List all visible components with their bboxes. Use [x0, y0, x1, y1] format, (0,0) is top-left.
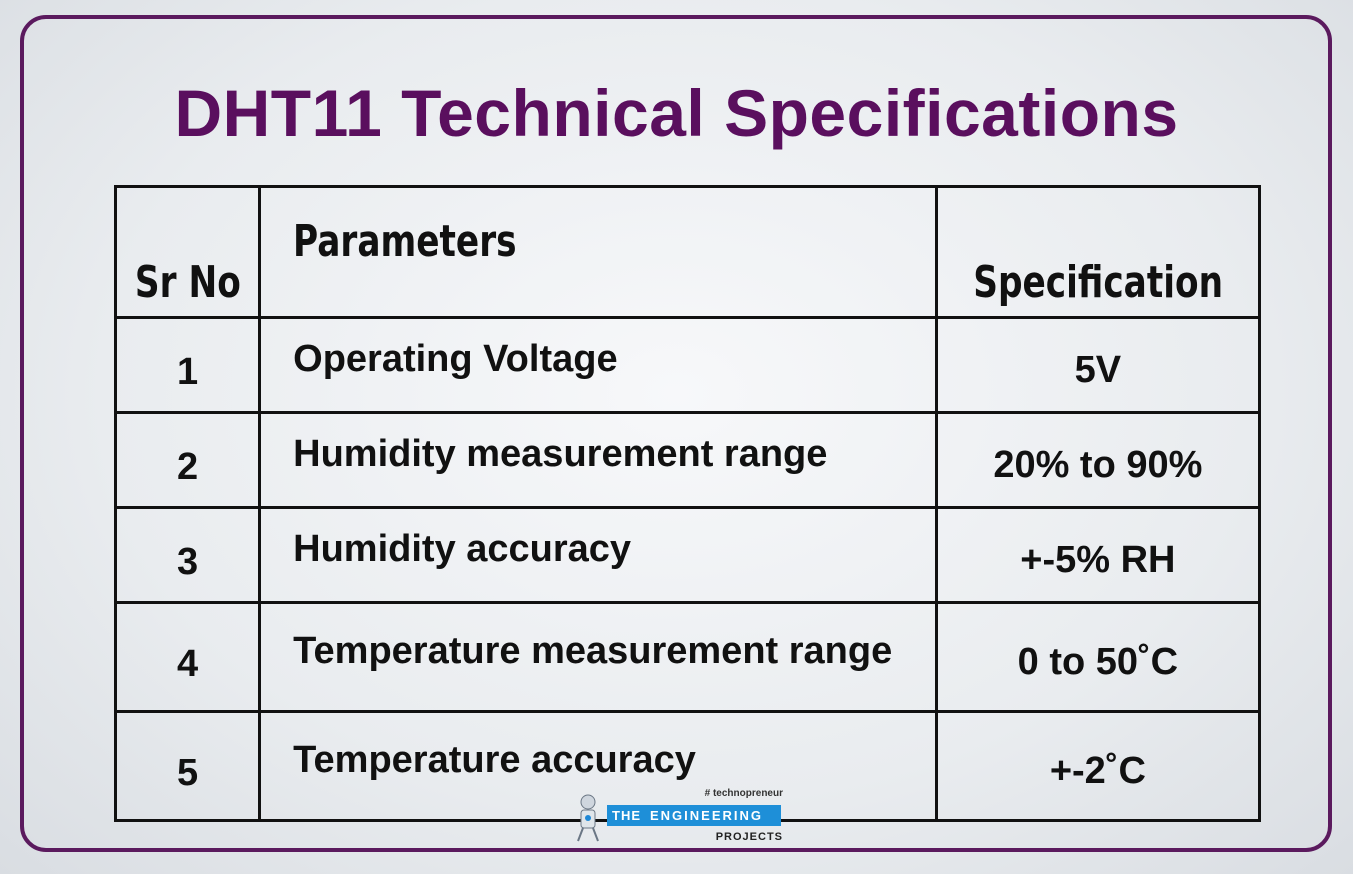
table-cell: Operating Voltage: [258, 316, 938, 414]
table-row: 1 Operating Voltage 5V: [113, 316, 1262, 414]
spec-table: Sr No Parameters Specification 1 Operatin…: [113, 185, 1262, 822]
header-text: Sr No: [134, 257, 241, 308]
table-row: 2 Humidity measurement range 20% to 90%: [113, 411, 1262, 509]
table-cell: +-2˚C: [934, 710, 1262, 822]
table-cell: Humidity accuracy: [258, 506, 938, 604]
header-cell: Parameters: [258, 185, 938, 319]
table-cell: +-5% RH: [934, 506, 1262, 604]
table-cell: Temperature accuracy: [258, 710, 938, 822]
logo-second: ENGINEERING: [650, 808, 763, 823]
table-cell: 20% to 90%: [934, 411, 1262, 509]
table-row: 5 Temperature accuracy +-2˚C: [113, 710, 1262, 822]
table-cell: 3: [113, 506, 262, 604]
header-cell: Sr No: [113, 185, 262, 319]
table-cell: Humidity measurement range: [258, 411, 938, 509]
title: DHT11 Technical Specifications: [174, 76, 1179, 150]
table-row: 3 Humidity accuracy +-5% RH: [113, 506, 1262, 604]
logo-first: THE: [612, 808, 641, 823]
table-cell: 5V: [934, 316, 1262, 414]
header-cell: Specification: [934, 185, 1262, 319]
robot-icon: [577, 794, 599, 842]
frame: [20, 15, 1332, 852]
table-cell: Temperature measurement range: [258, 601, 938, 713]
table-cell: 0 to 50˚C: [934, 601, 1262, 713]
logo-band: [607, 805, 781, 826]
table-cell: 1: [113, 316, 262, 414]
header-text: Parameters: [293, 216, 517, 267]
table-cell: 4: [113, 601, 262, 713]
logo-tagline: # technopreneur: [705, 788, 783, 799]
logo-third: PROJECTS: [716, 831, 783, 843]
table-row: 4 Temperature measurement range 0 to 50˚C: [113, 601, 1262, 713]
logo: # technopreneur THE ENGINEERING PROJECTS: [577, 788, 783, 843]
table-cell: 5: [113, 710, 262, 822]
header-row: Sr No Parameters Specification: [113, 185, 1262, 319]
table-cell: 2: [113, 411, 262, 509]
header-text: Specification: [972, 257, 1223, 308]
